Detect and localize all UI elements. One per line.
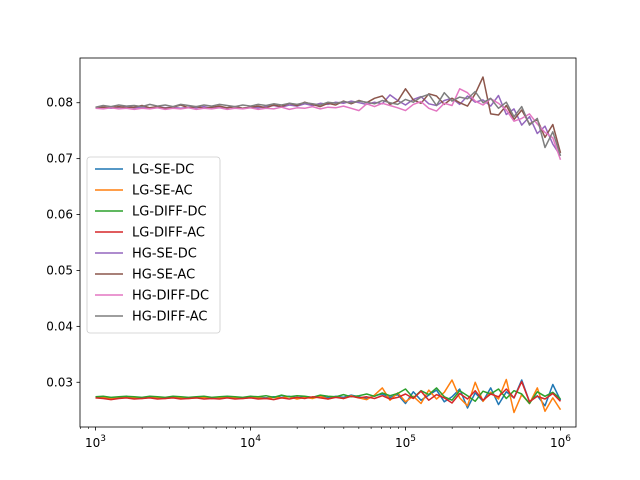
- x-axis: 103 104 105 106: [80, 427, 571, 450]
- x-tick-label: 103: [85, 434, 106, 450]
- legend-label: HG-SE-AC: [132, 268, 195, 283]
- x-tick-base: 10: [395, 436, 410, 450]
- x-tick-exponent: 5: [410, 434, 416, 444]
- y-tick-label: 0.04: [46, 319, 73, 333]
- legend-label: LG-SE-AC: [132, 184, 193, 199]
- series-line-lg-diff-ac: [95, 380, 562, 404]
- x-tick-label: 104: [240, 434, 261, 450]
- legend: LG-SE-DC LG-SE-AC LG-DIFF-DC LG-DIFF-AC HG-S…: [86, 156, 221, 334]
- legend-box: [86, 156, 221, 334]
- legend-label: HG-SE-DC: [132, 247, 197, 262]
- plot-frame: [79, 57, 577, 428]
- legend-label: HG-DIFF-DC: [132, 289, 209, 304]
- x-tick-exponent: 4: [255, 434, 261, 444]
- x-tick-exponent: 3: [100, 434, 106, 444]
- series-line-lg-diff-dc: [95, 387, 561, 405]
- series-line-hg-diff-dc: [95, 88, 562, 161]
- y-tick-label: 0.07: [46, 152, 73, 166]
- y-axis: 0.03 0.04 0.05 0.06 0.07 0.08: [46, 96, 80, 389]
- legend-label: HG-DIFF-AC: [132, 310, 208, 325]
- legend-label: LG-DIFF-AC: [132, 226, 205, 241]
- y-tick-label: 0.08: [46, 96, 73, 110]
- y-tick-label: 0.03: [46, 375, 73, 389]
- y-tick-label: 0.06: [46, 208, 73, 222]
- x-tick-base: 10: [85, 436, 100, 450]
- x-tick-label: 105: [395, 434, 416, 450]
- y-tick-label: 0.05: [46, 263, 73, 277]
- x-tick-label: 106: [550, 434, 571, 450]
- x-tick-exponent: 6: [565, 434, 571, 444]
- legend-label: LG-DIFF-DC: [132, 205, 207, 220]
- series-line-hg-diff-ac: [95, 90, 562, 157]
- legend-label: LG-SE-DC: [132, 163, 194, 178]
- x-tick-base: 10: [550, 436, 565, 450]
- series-layer: [95, 76, 562, 414]
- x-tick-base: 10: [240, 436, 255, 450]
